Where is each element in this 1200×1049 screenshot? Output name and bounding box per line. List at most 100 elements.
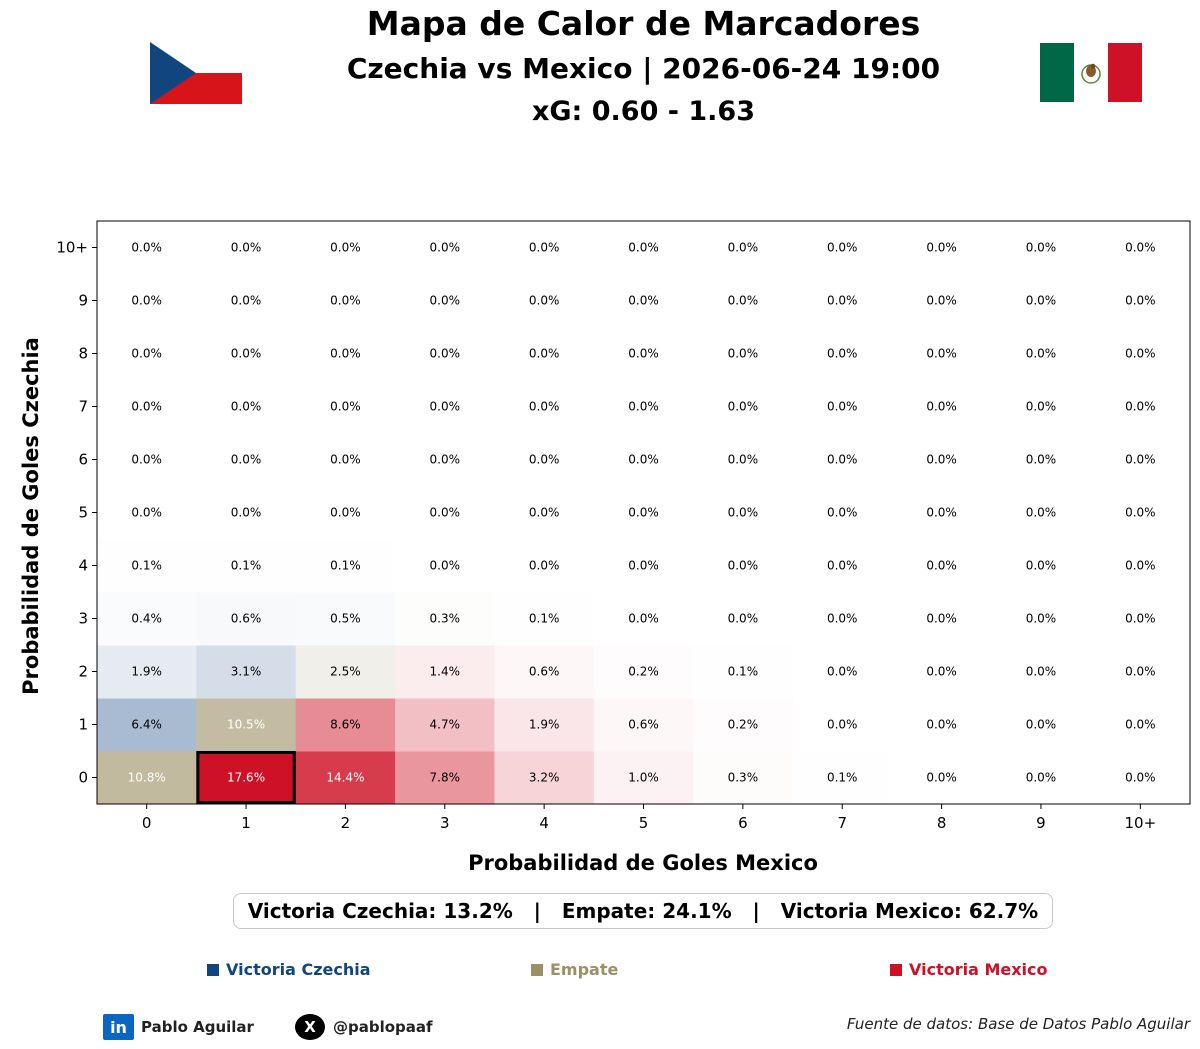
cell-value-label: 0.0%: [430, 559, 461, 573]
cell-value-label: 0.0%: [1026, 347, 1057, 361]
legend-mexico-label: Victoria Mexico: [909, 960, 1048, 979]
cell-value-label: 0.0%: [231, 506, 262, 520]
heatmap-cell: [196, 698, 297, 752]
cell-value-label: 0.0%: [827, 453, 858, 467]
cell-value-label: 0.0%: [1026, 453, 1057, 467]
cell-value-label: 0.0%: [926, 612, 957, 626]
cell-value-label: 0.1%: [529, 612, 560, 626]
y-tick-label: 5: [78, 504, 88, 522]
heatmap-cell: [395, 645, 495, 699]
cell-value-label: 0.0%: [926, 506, 957, 520]
cell-value-label: 0.0%: [330, 347, 361, 361]
x-handle: @pablopaaf: [333, 1018, 433, 1036]
cell-value-label: 6.4%: [131, 718, 162, 732]
cell-value-label: 0.0%: [728, 559, 759, 573]
cell-value-label: 0.0%: [529, 347, 560, 361]
cell-value-label: 0.0%: [430, 241, 461, 255]
cell-value-label: 0.0%: [728, 400, 759, 414]
y-tick-label: 8: [78, 345, 88, 363]
cell-value-label: 0.0%: [529, 294, 560, 308]
cell-value-label: 0.0%: [827, 294, 858, 308]
cell-value-label: 0.0%: [728, 453, 759, 467]
cell-value-label: 0.0%: [827, 665, 858, 679]
heatmap-cell: [693, 751, 794, 805]
cell-value-label: 0.2%: [628, 665, 659, 679]
cell-value-label: 0.0%: [628, 294, 659, 308]
x-tick-label: 1: [241, 814, 251, 832]
heatmap-cell: [295, 751, 396, 805]
outcome-summary-text: Victoria Czechia: 13.2% | Empate: 24.1% …: [247, 899, 1039, 923]
cell-value-label: 0.0%: [628, 453, 659, 467]
cell-value-label: 0.0%: [827, 559, 858, 573]
y-tick-label: 0: [78, 769, 88, 787]
y-tick-label: 10+: [56, 239, 88, 257]
cell-value-label: 0.0%: [1125, 718, 1156, 732]
cell-value-label: 0.0%: [330, 400, 361, 414]
cell-value-label: 0.0%: [1125, 665, 1156, 679]
x-tick-label: 7: [837, 814, 847, 832]
y-tick-label: 9: [78, 292, 88, 310]
x-tick-label: 10+: [1124, 814, 1156, 832]
cell-value-label: 0.0%: [1125, 347, 1156, 361]
cell-value-label: 0.0%: [628, 506, 659, 520]
heatmap-cell: [693, 645, 794, 699]
x-credit[interactable]: X @pablopaaf: [295, 1013, 433, 1041]
czech-flag-icon: [150, 42, 242, 104]
cell-value-label: 0.0%: [728, 347, 759, 361]
cell-value-label: 0.0%: [926, 771, 957, 785]
heatmap-cell: [494, 751, 595, 805]
heatmap-cell: [196, 751, 297, 805]
cell-value-label: 14.4%: [326, 771, 364, 785]
y-tick-label: 1: [78, 716, 88, 734]
cell-value-label: 0.2%: [728, 718, 759, 732]
y-tick-label: 7: [78, 398, 88, 416]
cell-value-label: 0.0%: [330, 453, 361, 467]
cell-value-label: 0.3%: [728, 771, 759, 785]
cell-value-label: 1.0%: [628, 771, 659, 785]
cell-value-label: 0.0%: [628, 612, 659, 626]
x-tick-label: 4: [539, 814, 549, 832]
cell-value-label: 10.8%: [128, 771, 166, 785]
cell-value-label: 17.6%: [227, 771, 265, 785]
cell-value-label: 0.0%: [430, 294, 461, 308]
legend-czechia-label: Victoria Czechia: [226, 960, 371, 979]
cell-value-label: 0.6%: [529, 665, 560, 679]
cell-value-label: 0.1%: [827, 771, 858, 785]
heatmap-cell: [97, 698, 197, 752]
heatmap-chart: 10.8% 17.6% 14.4% 7.8% 3.2% 1.0% 0.3% 0.1% 0.0% 0…: [56, 220, 1191, 832]
match-subtitle: Czechia vs Mexico | 2026-06-24 19:00: [346, 52, 941, 85]
cell-value-label: 0.6%: [231, 612, 262, 626]
cell-value-label: 0.1%: [131, 559, 162, 573]
cell-value-label: 0.5%: [330, 612, 361, 626]
cell-value-label: 0.0%: [330, 506, 361, 520]
legend-draw-swatch: [531, 964, 543, 976]
heatmap-cell: [295, 539, 396, 593]
heatmap-cell: [494, 645, 595, 699]
legend-draw: Empate: [531, 960, 618, 979]
cell-value-label: 0.0%: [330, 294, 361, 308]
cell-value-label: 0.0%: [827, 400, 858, 414]
heatmap-cell: [97, 751, 197, 805]
y-tick-label: 4: [78, 557, 88, 575]
cell-value-label: 0.0%: [926, 665, 957, 679]
y-tick-label: 6: [78, 451, 88, 469]
cell-value-label: 0.0%: [1125, 453, 1156, 467]
heatmap-cell: [494, 592, 595, 646]
cell-value-label: 0.0%: [231, 294, 262, 308]
y-axis-label: Probabilidad de Goles Czechia: [19, 337, 43, 695]
cell-value-label: 1.4%: [430, 665, 461, 679]
x-axis-label: Probabilidad de Goles Mexico: [468, 851, 818, 875]
cell-value-label: 0.0%: [926, 241, 957, 255]
linkedin-credit[interactable]: in Pablo Aguilar: [103, 1013, 254, 1041]
cell-value-label: 7.8%: [430, 771, 461, 785]
cell-value-label: 4.7%: [430, 718, 461, 732]
cell-value-label: 0.0%: [1125, 559, 1156, 573]
heatmap-cell: [97, 645, 197, 699]
cell-value-label: 0.0%: [1026, 294, 1057, 308]
cell-value-label: 0.0%: [628, 559, 659, 573]
cell-value-label: 0.0%: [231, 347, 262, 361]
heatmap-cell: [97, 592, 197, 646]
cell-value-label: 0.0%: [131, 506, 162, 520]
x-tick-label: 5: [639, 814, 649, 832]
cell-value-label: 0.0%: [131, 294, 162, 308]
